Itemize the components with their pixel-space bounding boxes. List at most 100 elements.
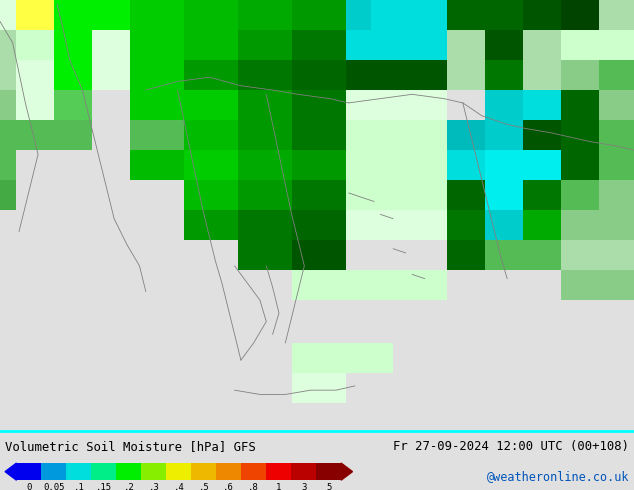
Bar — [54, 120, 92, 150]
Bar — [54, 0, 92, 30]
Bar — [16, 90, 54, 120]
Bar — [599, 120, 634, 150]
Text: 3: 3 — [301, 483, 306, 490]
Text: 0: 0 — [26, 483, 32, 490]
Bar — [216, 463, 241, 480]
Bar — [67, 463, 91, 480]
Bar — [0, 120, 16, 150]
Bar — [561, 210, 634, 240]
Bar — [184, 0, 238, 30]
Bar — [130, 30, 184, 60]
Bar — [41, 463, 67, 480]
Bar — [166, 463, 191, 480]
Bar — [184, 210, 238, 240]
Bar — [409, 0, 447, 30]
Bar — [485, 60, 523, 90]
Bar — [485, 210, 523, 240]
Bar — [485, 240, 561, 270]
Bar — [523, 180, 561, 210]
Text: .2: .2 — [124, 483, 134, 490]
Bar — [130, 120, 184, 150]
Bar — [346, 180, 447, 210]
Bar — [561, 240, 634, 270]
Bar — [16, 463, 41, 480]
Polygon shape — [5, 463, 16, 480]
Bar — [447, 30, 485, 90]
Bar — [561, 0, 599, 30]
Bar — [346, 90, 447, 120]
Bar — [16, 120, 54, 150]
Bar — [485, 90, 523, 120]
Bar — [599, 150, 634, 180]
Bar — [54, 30, 92, 60]
Bar — [561, 180, 599, 210]
Text: 5: 5 — [326, 483, 332, 490]
Bar — [0, 60, 16, 90]
Text: .4: .4 — [174, 483, 184, 490]
Bar — [346, 270, 447, 300]
Bar — [16, 0, 54, 30]
Bar — [184, 30, 238, 60]
Bar — [241, 463, 266, 480]
Bar — [316, 463, 341, 480]
Bar — [54, 90, 92, 120]
Bar — [0, 90, 16, 120]
Bar — [561, 150, 599, 180]
Bar — [266, 463, 291, 480]
Text: .5: .5 — [198, 483, 209, 490]
Polygon shape — [341, 463, 353, 480]
Bar — [292, 240, 346, 270]
Bar — [447, 180, 485, 210]
Bar — [346, 210, 447, 240]
Bar — [523, 120, 561, 150]
Text: Volumetric Soil Moisture [hPa] GFS: Volumetric Soil Moisture [hPa] GFS — [5, 440, 256, 453]
Bar — [292, 180, 346, 210]
Text: 1: 1 — [276, 483, 281, 490]
Bar — [184, 180, 238, 210]
Bar — [292, 60, 346, 90]
Bar — [346, 120, 447, 150]
Bar — [184, 150, 238, 180]
Bar — [0, 0, 16, 30]
Bar — [523, 90, 561, 120]
Bar — [523, 0, 561, 30]
Bar — [16, 60, 54, 90]
Bar — [184, 120, 238, 150]
Bar — [191, 463, 216, 480]
Text: .3: .3 — [148, 483, 159, 490]
Bar — [92, 30, 130, 90]
Bar — [561, 30, 634, 60]
Bar — [92, 30, 130, 60]
Bar — [292, 120, 346, 150]
Bar — [238, 120, 292, 150]
Bar — [0, 150, 16, 180]
Bar — [447, 0, 485, 30]
Bar — [346, 150, 447, 180]
Bar — [523, 60, 561, 90]
Bar — [292, 0, 346, 30]
Bar — [485, 120, 523, 150]
Bar — [92, 0, 130, 30]
Text: .15: .15 — [96, 483, 112, 490]
Bar — [292, 90, 346, 120]
Bar — [130, 0, 184, 30]
Bar — [523, 210, 561, 240]
Bar — [238, 30, 292, 60]
Text: Fr 27-09-2024 12:00 UTC (00+108): Fr 27-09-2024 12:00 UTC (00+108) — [393, 440, 629, 453]
Bar — [599, 60, 634, 90]
Text: 0.05: 0.05 — [43, 483, 65, 490]
Bar — [447, 210, 485, 240]
Text: .1: .1 — [74, 483, 84, 490]
Bar — [346, 0, 371, 30]
Bar — [292, 150, 346, 180]
Bar — [485, 150, 561, 180]
Bar — [346, 30, 447, 60]
Bar — [130, 60, 184, 90]
Text: .6: .6 — [223, 483, 234, 490]
Bar — [292, 210, 346, 240]
Bar — [184, 60, 238, 90]
Bar — [346, 60, 447, 90]
Bar — [561, 90, 599, 120]
Bar — [238, 90, 292, 120]
Bar — [292, 270, 346, 300]
